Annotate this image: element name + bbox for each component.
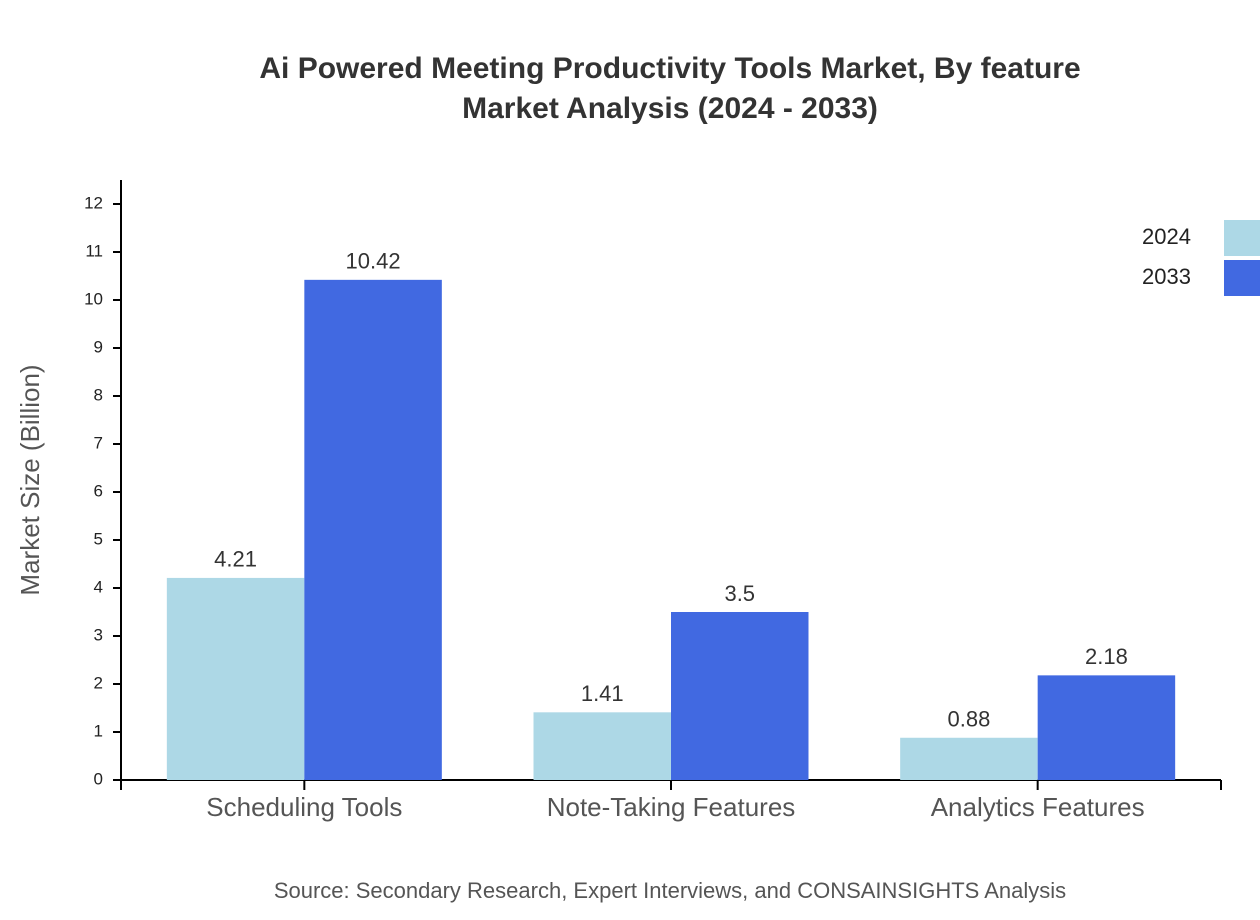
y-tick-label: 4	[94, 577, 103, 596]
x-tick-label: Scheduling Tools	[206, 792, 402, 822]
legend-label: 2024	[1142, 224, 1191, 249]
value-label: 2.18	[1085, 644, 1128, 669]
y-tick-label: 1	[94, 721, 103, 740]
value-label: 1.41	[581, 681, 624, 706]
bar	[533, 712, 671, 780]
legend-swatch	[1224, 220, 1260, 256]
bar	[671, 612, 809, 780]
value-label: 4.21	[214, 547, 257, 572]
y-tick-label: 3	[94, 625, 103, 644]
value-label: 0.88	[948, 707, 991, 732]
legend-swatch	[1224, 260, 1260, 296]
chart-subtitle: Market Analysis (2024 - 2033)	[462, 92, 878, 125]
value-label: 3.5	[724, 581, 755, 606]
y-tick-label: 7	[94, 433, 103, 452]
legend-label: 2033	[1142, 264, 1191, 289]
y-tick-label: 9	[94, 337, 103, 356]
bar	[304, 279, 442, 780]
x-tick-label: Note-Taking Features	[547, 792, 796, 822]
y-tick-label: 5	[94, 529, 103, 548]
y-axis-label: Market Size (Billion)	[15, 364, 45, 595]
x-tick-label: Analytics Features	[931, 792, 1145, 822]
bar	[1037, 675, 1176, 780]
y-tick-label: 10	[84, 289, 103, 308]
y-tick-label: 12	[84, 193, 103, 212]
y-tick-label: 6	[94, 481, 103, 500]
y-tick-label: 2	[94, 673, 103, 692]
bar	[900, 737, 1038, 780]
source-note: Source: Secondary Research, Expert Inter…	[274, 878, 1066, 903]
bar	[166, 577, 305, 780]
value-label: 10.42	[346, 249, 401, 274]
chart-title: Ai Powered Meeting Productivity Tools Ma…	[259, 52, 1080, 85]
y-tick-label: 11	[85, 241, 103, 260]
y-tick-label: 8	[94, 385, 103, 404]
y-tick-label: 0	[94, 769, 103, 788]
